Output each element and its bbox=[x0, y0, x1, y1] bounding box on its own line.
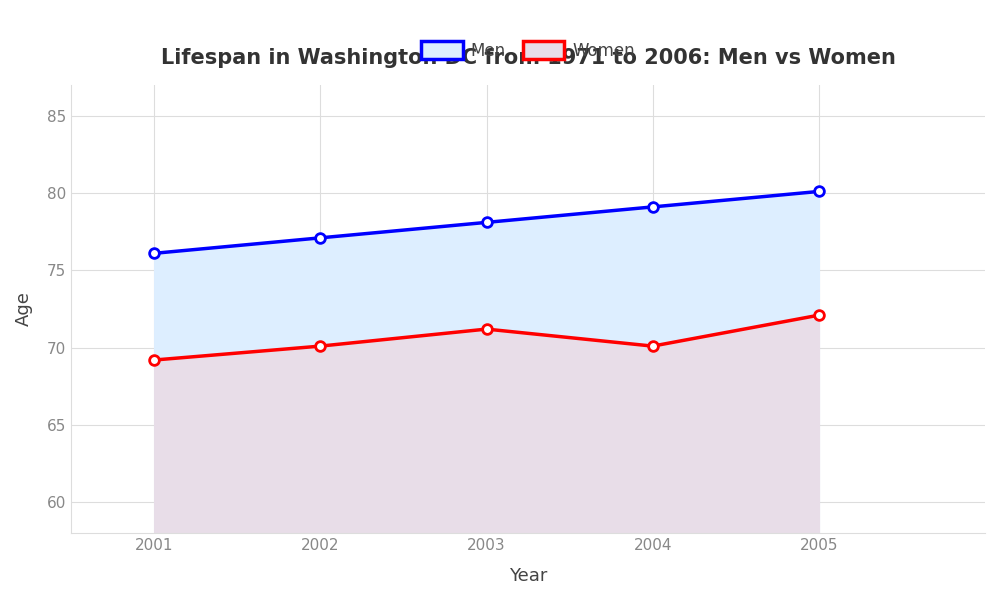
X-axis label: Year: Year bbox=[509, 567, 547, 585]
Title: Lifespan in Washington DC from 1971 to 2006: Men vs Women: Lifespan in Washington DC from 1971 to 2… bbox=[161, 48, 896, 68]
Legend: Men, Women: Men, Women bbox=[414, 35, 642, 66]
Y-axis label: Age: Age bbox=[15, 292, 33, 326]
